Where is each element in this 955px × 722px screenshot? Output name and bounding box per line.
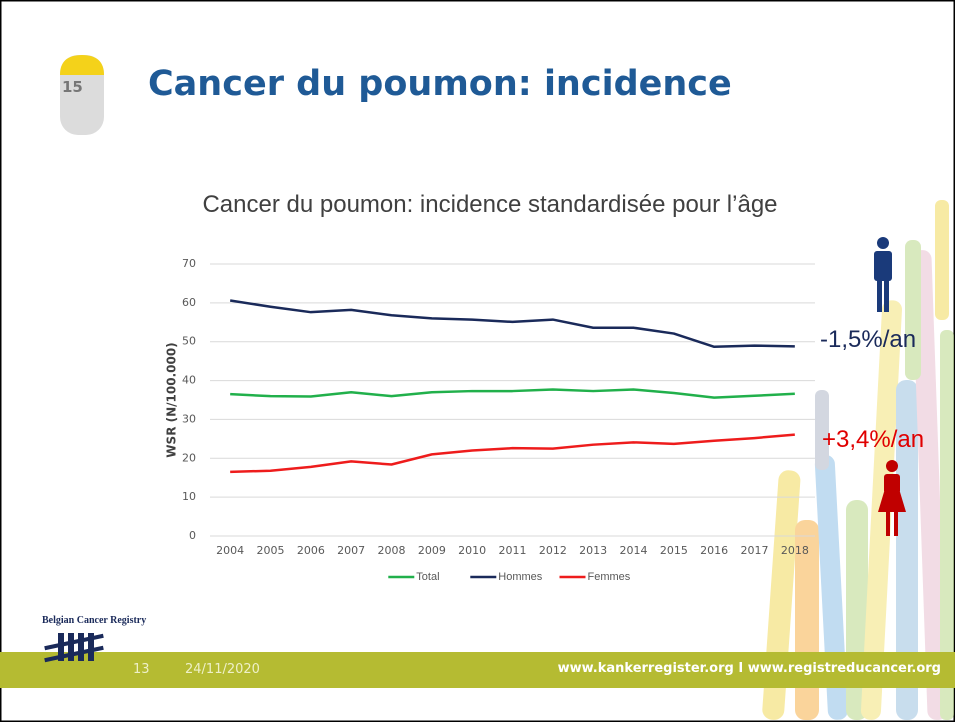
brand-name: Belgian Cancer Registry xyxy=(42,615,147,626)
chart-title: Cancer du poumon: incidence standardisée… xyxy=(202,191,778,218)
annotation: -1,5%/an xyxy=(820,326,917,353)
x-tick-label: 2012 xyxy=(539,544,567,557)
y-tick-label: 0 xyxy=(189,529,196,542)
slide-number: 13 xyxy=(133,662,150,677)
x-tick-label: 2014 xyxy=(620,544,648,557)
y-tick-label: 20 xyxy=(182,451,196,464)
x-tick-label: 2010 xyxy=(458,544,486,557)
legend-label: Femmes xyxy=(588,571,631,583)
series-line xyxy=(230,388,795,399)
woman-icon xyxy=(878,460,906,536)
x-tick-label: 2009 xyxy=(418,544,446,557)
x-tick-label: 2013 xyxy=(579,544,607,557)
x-tick-label: 2011 xyxy=(499,544,527,557)
x-tick-label: 2008 xyxy=(378,544,406,557)
x-tick-label: 2005 xyxy=(257,544,285,557)
x-tick-label: 2015 xyxy=(660,544,688,557)
x-tick-label: 2007 xyxy=(337,544,365,557)
legend-label: Hommes xyxy=(498,571,543,583)
milestone-number: 15 xyxy=(62,78,83,96)
y-tick-label: 70 xyxy=(182,257,196,270)
slide-title: Cancer du poumon: incidence xyxy=(148,64,732,104)
x-tick-label: 2004 xyxy=(216,544,244,557)
x-tick-label: 2017 xyxy=(741,544,769,557)
y-tick-label: 40 xyxy=(182,374,196,387)
y-tick-label: 50 xyxy=(182,335,196,348)
x-tick-label: 2006 xyxy=(297,544,325,557)
y-tick-label: 30 xyxy=(182,412,196,425)
legend-label: Total xyxy=(416,571,439,583)
slide-url: www.kankerregister.org I www.registreduc… xyxy=(557,661,941,676)
x-tick-label: 2018 xyxy=(781,544,809,557)
y-tick-label: 10 xyxy=(182,490,196,503)
slide-date: 24/11/2020 xyxy=(185,662,260,677)
series-line xyxy=(230,433,795,474)
y-tick-label: 60 xyxy=(182,296,196,309)
footer-band xyxy=(0,652,955,688)
annotation: +3,4%/an xyxy=(822,426,925,453)
milestone-icon xyxy=(60,55,104,135)
series-line xyxy=(229,299,795,349)
logo-tally xyxy=(44,633,104,663)
x-tick-label: 2016 xyxy=(700,544,728,557)
y-axis-label: WSR (N/100.000) xyxy=(165,342,179,457)
man-icon xyxy=(874,237,892,312)
